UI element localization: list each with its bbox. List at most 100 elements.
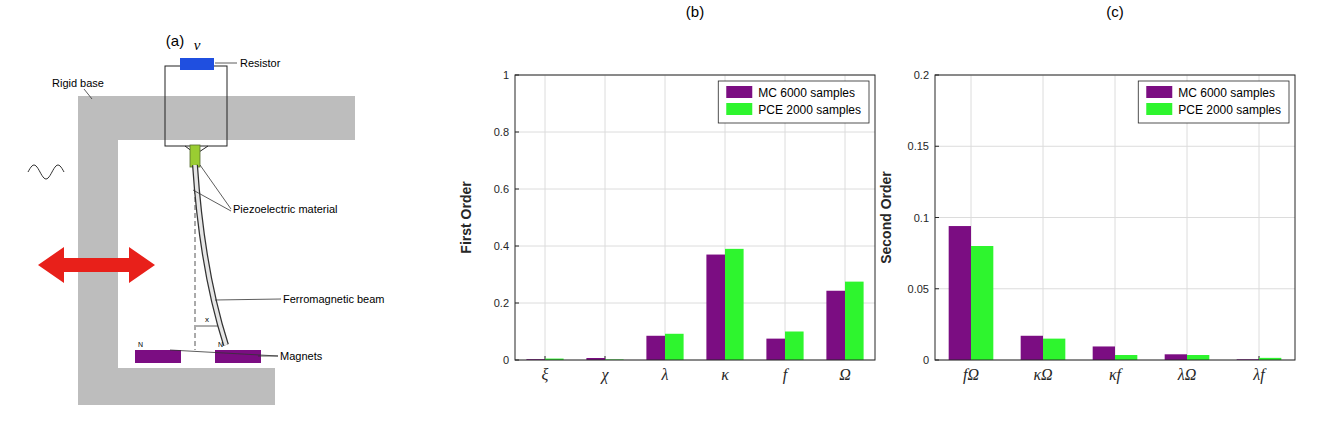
leader-line bbox=[84, 89, 92, 99]
bar bbox=[646, 336, 665, 360]
y-tick-label: 0 bbox=[503, 354, 509, 366]
y-tick-label: 0.05 bbox=[908, 283, 929, 295]
y-tick bbox=[515, 303, 519, 304]
y-axis-label: First Order bbox=[458, 181, 474, 254]
diagram: (a) v N Nx Resistor Rigid base Piezoelectric m… bbox=[28, 32, 385, 405]
pole-label: N bbox=[138, 341, 143, 348]
magnet bbox=[135, 350, 181, 363]
legend-swatch bbox=[1146, 103, 1172, 115]
diagram-label: Piezoelectric material bbox=[233, 203, 338, 215]
x-tick-label: κΩ bbox=[1033, 366, 1052, 383]
bar bbox=[1021, 336, 1043, 360]
x-tick-label: λΩ bbox=[1177, 366, 1197, 383]
legend: MC 6000 samplesPCE 2000 samples bbox=[718, 81, 869, 123]
bar bbox=[826, 291, 845, 360]
grid-line bbox=[545, 75, 546, 360]
displacement-arrow bbox=[196, 326, 218, 327]
x-tick-label: Ω bbox=[839, 366, 851, 383]
grid-line bbox=[515, 246, 875, 247]
ferromagnetic-beam bbox=[195, 165, 226, 345]
y-tick bbox=[935, 217, 939, 218]
bar bbox=[949, 226, 971, 360]
excitation-arrow bbox=[38, 247, 155, 283]
x-tick-label: ξ bbox=[542, 366, 549, 383]
bar bbox=[766, 339, 785, 360]
x-tick-label: λf bbox=[1252, 366, 1267, 384]
plot-background bbox=[515, 75, 875, 360]
y-tick-label: 0.1 bbox=[914, 212, 929, 224]
grid-line bbox=[1043, 75, 1044, 360]
y-tick bbox=[515, 132, 519, 133]
axes-frame bbox=[515, 75, 875, 360]
leader-line bbox=[170, 350, 278, 356]
bar bbox=[1165, 354, 1187, 360]
bars bbox=[526, 249, 863, 360]
plot-background bbox=[935, 75, 1295, 360]
y-tick bbox=[935, 146, 939, 147]
circuit-wire bbox=[165, 66, 227, 146]
bar bbox=[785, 332, 804, 361]
legend-label: PCE 2000 samples bbox=[758, 103, 861, 117]
rigid-base bbox=[78, 96, 355, 405]
pole-label: N bbox=[218, 341, 223, 348]
diagram-label: Magnets bbox=[280, 350, 323, 362]
y-tick bbox=[515, 246, 519, 247]
bar bbox=[1115, 355, 1137, 360]
y-tick bbox=[515, 189, 519, 190]
legend-label: MC 6000 samples bbox=[1178, 86, 1275, 100]
y-tick-label: 0.4 bbox=[494, 240, 509, 252]
axes-frame bbox=[935, 75, 1295, 360]
legend-label: PCE 2000 samples bbox=[1178, 103, 1281, 117]
bar bbox=[725, 249, 744, 360]
y-tick bbox=[935, 288, 939, 289]
grid-line bbox=[665, 75, 666, 360]
x-tick-label: f bbox=[783, 366, 790, 384]
bar bbox=[971, 246, 993, 360]
chart: (b)00.20.40.60.81ξχλκfΩFirst OrderMC 600… bbox=[458, 3, 875, 384]
grid-line bbox=[515, 303, 875, 304]
grid-line bbox=[1115, 75, 1116, 360]
legend-swatch bbox=[1146, 86, 1172, 98]
bar bbox=[1187, 355, 1209, 360]
legend-swatch bbox=[726, 86, 752, 98]
bars bbox=[949, 226, 1282, 360]
y-axis-label: Second Order bbox=[878, 171, 894, 264]
y-tick-label: 1 bbox=[503, 69, 509, 81]
leader-line bbox=[193, 190, 231, 211]
voltage-label: v bbox=[194, 37, 201, 53]
beam-outline bbox=[195, 165, 226, 345]
magnet bbox=[215, 350, 261, 363]
y-tick-label: 0.2 bbox=[914, 69, 929, 81]
bar bbox=[706, 255, 725, 360]
bar bbox=[665, 334, 684, 360]
legend-swatch bbox=[726, 103, 752, 115]
panel-title: (b) bbox=[686, 3, 704, 20]
diagram-label: Ferromagnetic beam bbox=[283, 293, 385, 305]
x-tick-label: fΩ bbox=[963, 366, 979, 384]
bar bbox=[845, 282, 864, 360]
bar bbox=[1043, 339, 1065, 360]
legend: MC 6000 samples PCE 2000 samples bbox=[1138, 81, 1289, 123]
grid-line bbox=[515, 189, 875, 190]
x-tick-label: κf bbox=[1109, 366, 1124, 384]
y-tick-label: 0.8 bbox=[494, 126, 509, 138]
bar bbox=[1093, 346, 1115, 360]
legend-box bbox=[1138, 81, 1289, 123]
grid-line bbox=[515, 132, 875, 133]
piezo-material bbox=[190, 145, 200, 167]
chart: (c)00.050.10.150.2fΩκΩκfλΩλfSecond Order… bbox=[878, 3, 1295, 384]
leader-line bbox=[215, 299, 281, 300]
y-tick-label: 0.15 bbox=[908, 140, 929, 152]
y-tick-label: 0.6 bbox=[494, 183, 509, 195]
x-tick-label: χ bbox=[599, 366, 609, 384]
panel-title: (c) bbox=[1106, 3, 1124, 20]
displacement-label: x bbox=[205, 315, 209, 324]
y-tick-label: 0.2 bbox=[494, 297, 509, 309]
legend-box bbox=[718, 81, 869, 123]
excitation-wave bbox=[28, 165, 64, 179]
diagram-label: Rigid base bbox=[52, 77, 104, 89]
grid-line bbox=[605, 75, 606, 360]
diagram-label: Resistor bbox=[240, 57, 281, 69]
resistor bbox=[180, 58, 214, 70]
panel-title: (a) bbox=[166, 32, 184, 49]
